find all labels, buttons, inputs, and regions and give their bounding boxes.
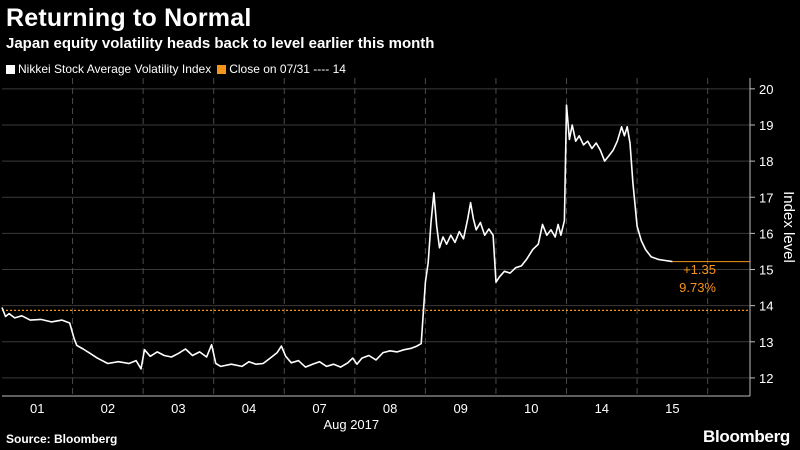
y-tick-label: 18 (759, 154, 773, 169)
y-tick-label: 19 (759, 118, 773, 133)
legend-item-close: Close on 07/31 ---- 14 (217, 62, 346, 76)
x-tick-label: 02 (101, 401, 115, 416)
x-tick-label: 01 (30, 401, 44, 416)
y-tick-label: 13 (759, 335, 773, 350)
brand-logo: Bloomberg (702, 427, 790, 446)
chart-title: Returning to Normal (6, 4, 252, 32)
y-axis-label: Index level (780, 191, 797, 263)
x-tick-label: 15 (665, 401, 679, 416)
legend-label-vix: Nikkei Stock Average Volatility Index (18, 62, 212, 76)
legend-swatch-orange (217, 64, 227, 74)
annotation-change: +1.35 (683, 262, 716, 277)
y-tick-label: 17 (759, 190, 773, 205)
y-tick-label: 14 (759, 299, 773, 314)
x-tick-label: 03 (171, 401, 185, 416)
y-tick-label: 20 (759, 82, 773, 97)
annotation-percent: 9.73% (679, 280, 716, 295)
x-axis-label: Aug 2017 (323, 417, 379, 432)
x-tick-label: 04 (242, 401, 256, 416)
chart-subtitle: Japan equity volatility heads back to le… (6, 35, 435, 52)
y-tick-label: 15 (759, 263, 773, 278)
legend-label-close: Close on 07/31 ---- 14 (229, 62, 346, 76)
y-tick-label: 12 (759, 371, 773, 386)
y-tick-label: 16 (759, 226, 773, 241)
x-tick-label: 09 (453, 401, 467, 416)
x-tick-label: 08 (383, 401, 397, 416)
series-line-vix (1, 104, 673, 370)
legend-swatch-white (6, 64, 15, 74)
x-tick-label: 07 (312, 401, 326, 416)
source-note: Source: Bloomberg (6, 432, 118, 446)
legend: Nikkei Stock Average Volatility Index Cl… (6, 62, 346, 76)
x-tick-label: 14 (595, 401, 609, 416)
legend-item-vix: Nikkei Stock Average Volatility Index (6, 62, 211, 76)
x-tick-label: 10 (524, 401, 538, 416)
